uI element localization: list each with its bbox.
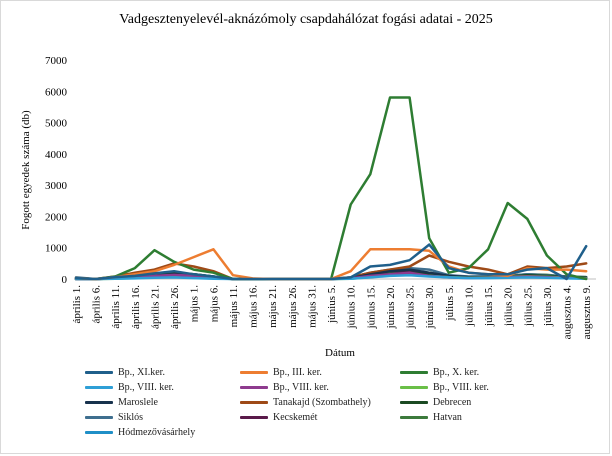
legend-swatch (85, 370, 113, 374)
y-tick-label: 2000 (45, 211, 68, 223)
legend-swatch (85, 430, 113, 434)
legend-item-hatvan: Hatvan (400, 410, 462, 424)
legend-item-bp-viii-ker: Bp., VIII. ker. (240, 380, 329, 394)
legend-label: Bp., X. ker. (433, 366, 480, 378)
x-tick-label: május 16. (248, 285, 260, 328)
legend-swatch (85, 400, 113, 404)
x-tick-label: május 1. (189, 285, 201, 323)
x-tick-label: június 5. (326, 285, 338, 324)
legend-label: Bp., XI.ker. (118, 366, 165, 378)
x-tick-label: augusztus 9. (581, 285, 593, 340)
x-tick-label: június 20. (385, 285, 397, 330)
legend-label: Hatvan (433, 411, 462, 423)
y-tick-label: 4000 (45, 149, 68, 161)
series-line-bp-x-ker (74, 96, 588, 281)
legend-swatch (400, 400, 428, 404)
legend-swatch (400, 370, 428, 374)
legend-label: Bp., VIII. ker. (433, 381, 489, 393)
x-tick-label: június 30. (424, 285, 436, 330)
legend-label: Bp., VIII. ker. (273, 381, 329, 393)
x-tick-label: július 25. (522, 285, 534, 327)
x-tick-label: május 11. (228, 285, 240, 328)
x-tick-label: július 30. (542, 285, 554, 327)
legend-swatch (240, 385, 268, 389)
legend-item-bp-iii-ker: Bp., III. ker. (240, 365, 322, 379)
legend-label: Debrecen (433, 396, 472, 408)
legend-label: Hódmezővásárhely (118, 426, 196, 438)
legend-item-bp-xi-ker: Bp., XI.ker. (85, 365, 165, 379)
legend-item-debrecen: Debrecen (400, 395, 471, 409)
legend-swatch (85, 415, 113, 419)
legend-swatch (400, 415, 428, 419)
x-tick-label: július 10. (463, 285, 475, 327)
x-axis-label: Dátum (325, 347, 355, 359)
legend-label: Tanakajd (Szombathely) (273, 396, 371, 408)
y-tick-label: 0 (62, 274, 68, 286)
legend-item-kecskemet: Kecskemét (240, 410, 317, 424)
x-tick-label: május 21. (267, 285, 279, 328)
y-tick-label: 1000 (45, 243, 68, 255)
x-tick-label: június 25. (405, 285, 417, 330)
legend-label: Bp., III. ker. (273, 366, 322, 378)
x-tick-label: április 6. (91, 285, 103, 324)
x-tick-label: június 10. (346, 285, 358, 330)
x-tick-label: július 15. (483, 285, 495, 327)
legend-item-bp-viii-ker: Bp., VIII. ker. (85, 380, 174, 394)
legend-item-maroslele: Maroslele (85, 395, 158, 409)
y-tick-label: 5000 (45, 118, 68, 130)
legend-item-bp-x-ker: Bp., X. ker. (400, 365, 479, 379)
x-tick-label: június 15. (365, 285, 377, 330)
x-tick-label: április 21. (149, 285, 161, 329)
legend-label: Bp., VIII. ker. (118, 381, 174, 393)
x-tick-label: április 26. (169, 285, 181, 329)
series-lines (74, 96, 588, 281)
legend-item-siklos: Siklós (85, 410, 143, 424)
x-tick-label: július 20. (503, 285, 515, 327)
x-tick-label: május 26. (287, 285, 299, 328)
legend-item-bp-viii-ker: Bp., VIII. ker. (400, 380, 489, 394)
x-tick-label: augusztus 4. (562, 285, 574, 340)
y-tick-labels: 0 1000 2000 3000 4000 5000 6000 7000 (45, 55, 68, 286)
legend-swatch (240, 400, 268, 404)
x-tick-label: május 31. (306, 285, 318, 328)
x-tick-label: április 11. (110, 285, 122, 329)
x-tick-label: április 1. (71, 285, 83, 324)
series-line-bp-xi-ker (74, 243, 588, 281)
legend-item-tanakajd-szombathely: Tanakajd (Szombathely) (240, 395, 371, 409)
chart-title: Vadgesztenyelevél-aknázómoly csapdahálóz… (119, 12, 493, 27)
x-tick-label: április 16. (130, 285, 142, 329)
legend-swatch (240, 370, 268, 374)
x-tick-label: május 6. (208, 285, 220, 323)
y-axis-label: Fogott egyedek száma (db) (20, 110, 32, 230)
x-tick-labels: április 1. április 6. április 11. április 1… (71, 285, 593, 340)
legend-swatch (85, 385, 113, 389)
legend-label: Siklós (118, 411, 144, 423)
legend-label: Kecskemét (273, 411, 318, 423)
legend-swatch (240, 415, 268, 419)
y-tick-label: 6000 (45, 86, 68, 98)
legend-label: Maroslele (118, 396, 158, 408)
y-tick-label: 3000 (45, 180, 68, 192)
legend-item-hodmezovasarhely: Hódmezővásárhely (85, 425, 195, 439)
legend-swatch (400, 385, 428, 389)
y-tick-label: 7000 (45, 55, 68, 67)
x-tick-label: július 5. (444, 285, 456, 322)
